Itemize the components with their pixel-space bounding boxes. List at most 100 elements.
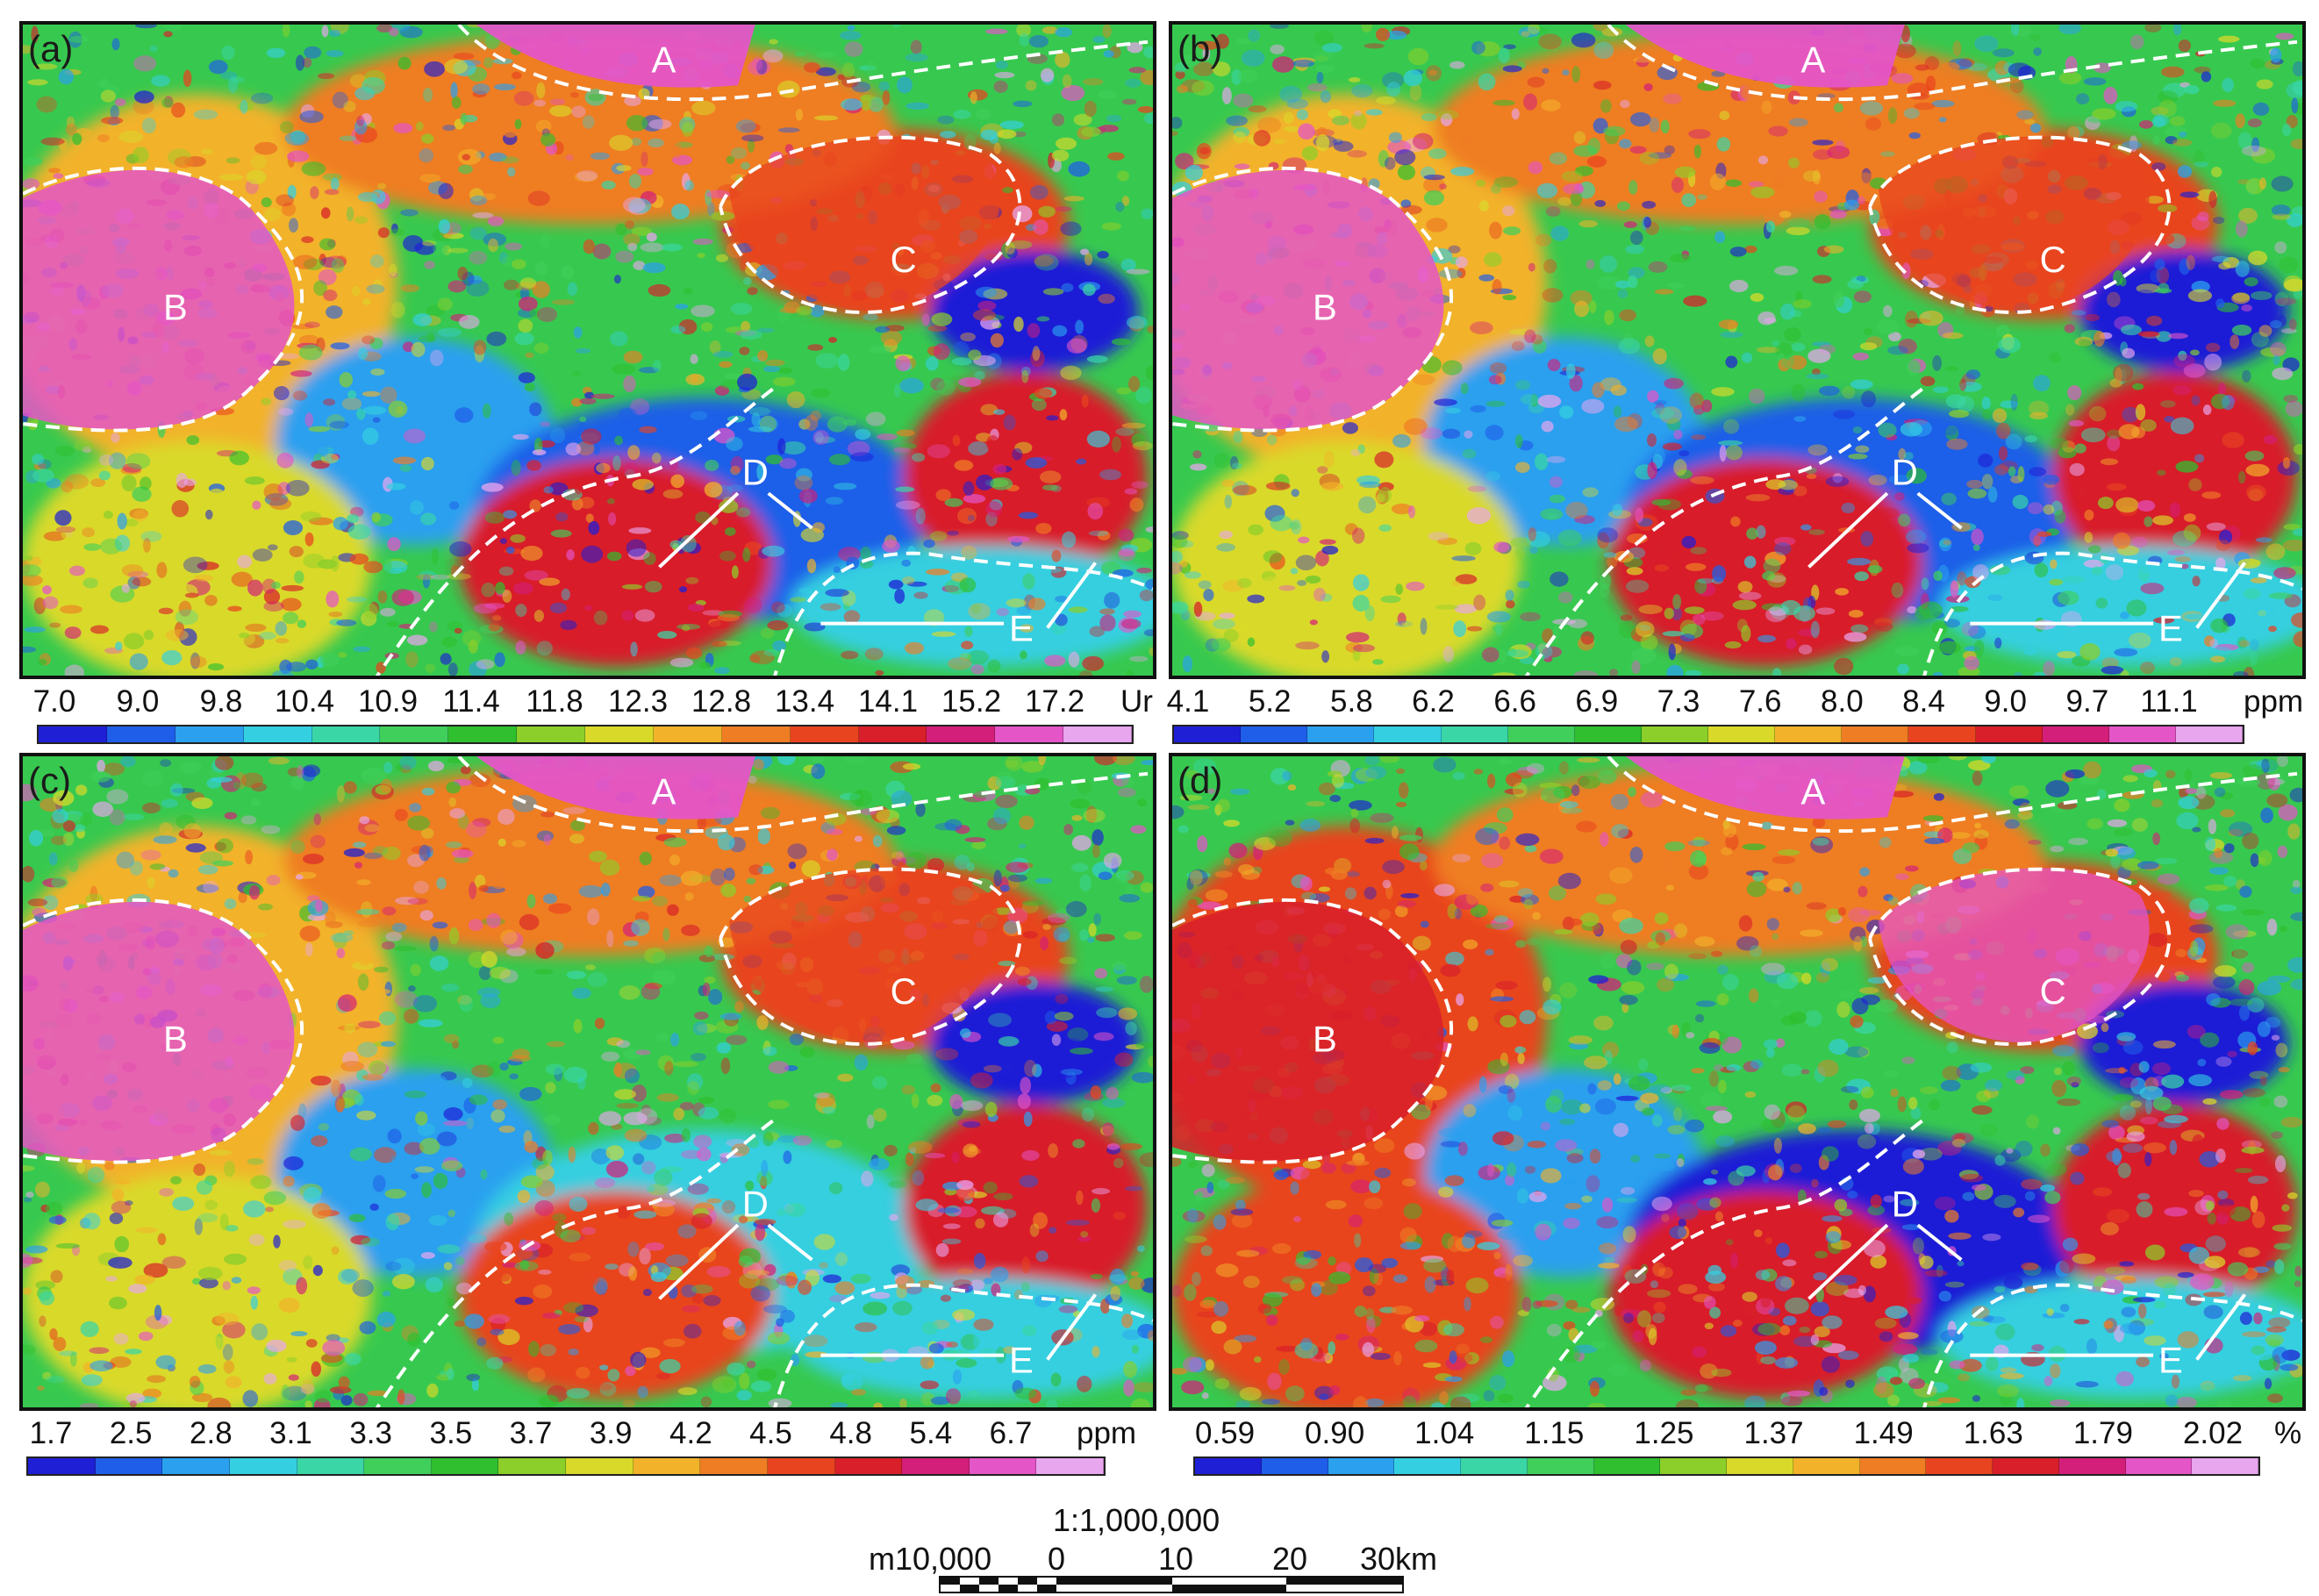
texture-speckle [2116,847,2136,860]
texture-speckle [2064,324,2075,333]
texture-speckle [822,1106,836,1114]
texture-speckle [993,770,1013,782]
texture-speckle [2043,504,2055,515]
texture-speckle [1086,430,1111,448]
texture-speckle [2030,123,2042,133]
texture-speckle [543,1114,561,1125]
texture-speckle [1618,620,1636,639]
texture-speckle [1941,492,1957,505]
texture-speckle [25,1245,48,1254]
texture-speckle [121,564,144,577]
texture-speckle [1852,426,1863,434]
texture-speckle [323,290,338,302]
texture-speckle [815,67,836,76]
texture-speckle [1651,407,1675,419]
texture-speckle [828,454,851,466]
texture-speckle [648,118,672,130]
texture-speckle [1527,1141,1547,1149]
texture-speckle [1145,365,1153,381]
texture-speckle [1116,872,1130,884]
texture-speckle [854,835,862,842]
texture-speckle [511,460,521,476]
texture-speckle [948,657,972,670]
texture-speckle [1439,183,1448,190]
texture-speckle [450,82,458,99]
texture-speckle [140,849,161,861]
texture-speckle [301,236,314,244]
texture-speckle [1603,125,1626,137]
texture-speckle [1914,102,1936,111]
texture-speckle [1384,156,1396,170]
texture-speckle [248,884,260,900]
texture-speckle [1407,47,1429,66]
texture-speckle [789,1033,804,1046]
texture-speckle [560,1229,581,1243]
texture-speckle [2145,1097,2152,1115]
texture-speckle [1230,1208,1254,1216]
texture-speckle [2138,120,2153,129]
texture-speckle [315,899,323,913]
texture-speckle [1666,418,1681,432]
texture-speckle [69,1351,77,1367]
texture-speckle [845,854,857,861]
texture-speckle [593,443,601,455]
texture-speckle [538,1394,560,1407]
texture-speckle [1929,1099,1941,1111]
texture-speckle [1498,648,1507,665]
texture-speckle [804,61,820,73]
texture-speckle [2215,1056,2232,1067]
texture-speckle [1688,129,1711,140]
texture-speckle [683,1323,702,1339]
texture-speckle [80,1320,99,1337]
texture-speckle [623,350,643,364]
texture-speckle [2245,463,2270,477]
texture-speckle [2209,638,2219,648]
texture-speckle [761,1160,769,1177]
texture-speckle [1788,118,1808,127]
texture-speckle [1972,1395,1981,1402]
texture-speckle [1760,1356,1777,1365]
texture-speckle [225,157,240,164]
texture-speckle [420,1252,435,1259]
texture-speckle [1510,537,1531,548]
texture-speckle [1121,98,1137,105]
texture-speckle [492,1036,505,1044]
texture-speckle [884,1144,898,1156]
texture-speckle [263,1373,277,1385]
texture-speckle [246,169,267,185]
texture-speckle [584,605,593,611]
texture-speckle [642,1288,652,1297]
texture-speckle [415,1111,428,1126]
texture-speckle [1766,878,1788,891]
texture-speckle [768,1061,790,1074]
texture-speckle [324,911,336,926]
texture-speckle [1725,179,1742,188]
texture-speckle [231,1277,242,1284]
texture-speckle [1937,1141,1962,1156]
texture-speckle [1639,151,1659,165]
texture-speckle [1818,385,1840,397]
texture-speckle [1489,221,1502,240]
texture-speckle [1962,842,1980,854]
texture-speckle [1096,1007,1118,1019]
texture-speckle [199,1278,218,1289]
texture-speckle [569,1252,591,1262]
texture-speckle [1730,516,1741,527]
texture-speckle [251,1323,268,1341]
texture-speckle [935,1048,959,1061]
texture-speckle [418,1019,443,1027]
texture-speckle [1848,453,1868,460]
texture-speckle [2136,499,2156,512]
texture-speckle [341,397,362,411]
texture-speckle [104,1162,115,1170]
texture-speckle [194,1218,204,1235]
texture-speckle [282,25,290,38]
texture-speckle [1455,574,1478,584]
texture-speckle [714,667,730,675]
texture-speckle [1044,1011,1057,1025]
texture-speckle [114,534,131,552]
texture-speckle [1986,1356,1999,1372]
texture-speckle [206,777,221,789]
texture-speckle [1423,190,1444,206]
